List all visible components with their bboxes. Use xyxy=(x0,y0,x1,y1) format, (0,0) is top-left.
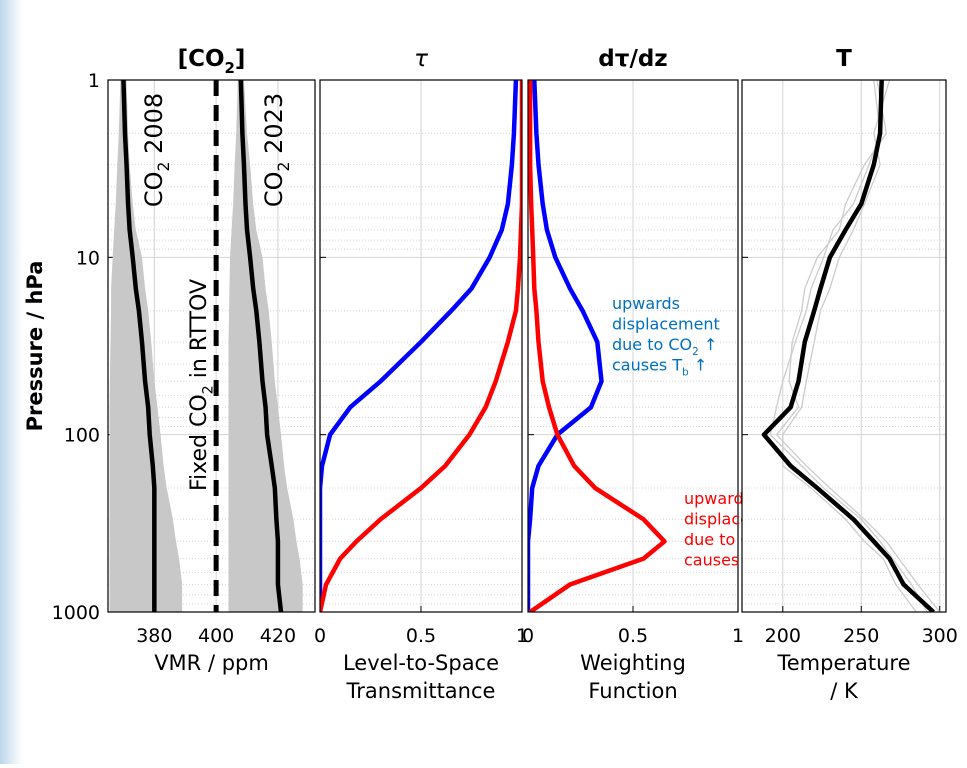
axes-frame xyxy=(319,79,523,613)
x-tick-label: 200 xyxy=(765,625,801,647)
x-axis-label: Level-to-Space xyxy=(343,651,499,675)
x-tick-label: 0.5 xyxy=(406,625,436,647)
profile-line xyxy=(782,80,917,612)
y-tick-label: 100 xyxy=(64,425,100,447)
panel-title: dτ/dz xyxy=(598,46,667,72)
annotation: upwards xyxy=(612,294,680,313)
x-axis-label: VMR / ppm xyxy=(154,651,269,675)
panel-title: T xyxy=(836,46,852,72)
annotation: due to CO2 ↑ xyxy=(612,335,717,358)
plot-content xyxy=(761,80,941,612)
profile-line xyxy=(528,80,667,612)
annotation: Fixed CO2 in RTTOV xyxy=(187,279,217,491)
axes-frame xyxy=(741,79,947,613)
text-part: causes T xyxy=(684,551,754,570)
x-tick-label: 0 xyxy=(522,625,534,647)
panel-title: τ xyxy=(414,46,428,72)
x-tick-label: 420 xyxy=(260,625,296,647)
text-part: in RTTOV xyxy=(187,279,212,385)
annotation: causes Tb ↑ xyxy=(612,356,707,379)
subscript: 2 xyxy=(201,385,217,394)
panel-title: [CO2] xyxy=(178,46,246,77)
annotation: CO2 2008 xyxy=(140,93,173,207)
plot-content xyxy=(528,80,667,612)
profile-line xyxy=(238,80,284,612)
y-tick-label: 1000 xyxy=(52,602,100,624)
x-tick-label: 1 xyxy=(732,625,744,647)
profile-line xyxy=(121,80,157,612)
x-axis-label: / K xyxy=(830,679,859,703)
y-tick-label: 10 xyxy=(76,247,100,269)
x-tick-label: 1 xyxy=(516,625,528,647)
text-part: CO xyxy=(140,171,168,207)
axes-frame xyxy=(107,79,316,613)
text-part: CO xyxy=(260,171,288,207)
plot-area xyxy=(742,80,946,612)
x-axis-label: Function xyxy=(588,679,677,703)
subscript: 2 xyxy=(155,162,173,172)
text-part: ↑ xyxy=(689,356,708,375)
text-part: ↑ xyxy=(699,335,718,354)
text-part: Fixed CO xyxy=(187,394,212,491)
text-part: ] xyxy=(235,46,246,72)
x-axis-label: Weighting xyxy=(580,651,686,675)
x-tick-label: 0.5 xyxy=(618,625,648,647)
text-part: [CO xyxy=(178,46,225,72)
x-tick-label: 250 xyxy=(843,625,879,647)
annotation: CO2 2023 xyxy=(260,93,293,207)
x-axis-label: Transmittance xyxy=(346,679,496,703)
x-axis-label: Temperature xyxy=(776,651,910,675)
subscript: 2 xyxy=(275,162,293,172)
annotation: displacement xyxy=(612,315,720,334)
text-part: causes T xyxy=(612,356,682,375)
text-part: due to CO xyxy=(612,335,692,354)
profile-line xyxy=(528,80,604,612)
profile-line xyxy=(320,80,522,612)
text-part: 2023 xyxy=(260,93,288,162)
text-part: 2008 xyxy=(140,93,168,162)
x-tick-label: 400 xyxy=(198,625,234,647)
background-strip xyxy=(0,0,22,764)
x-tick-label: 0 xyxy=(314,625,326,647)
profile-line xyxy=(769,80,928,612)
plot-content xyxy=(320,80,522,612)
subscript: b xyxy=(682,366,689,378)
plot-content xyxy=(109,80,303,612)
subscript: 2 xyxy=(692,346,699,358)
axes-frame xyxy=(527,79,739,613)
y-tick-label: 1 xyxy=(88,70,100,92)
x-tick-label: 300 xyxy=(922,625,958,647)
x-tick-label: 380 xyxy=(136,625,172,647)
y-axis-label: Pressure / hPa xyxy=(23,261,47,432)
profile-line xyxy=(320,80,519,612)
annotation: upwards xyxy=(684,489,752,508)
subscript: 2 xyxy=(225,59,235,77)
profile-line xyxy=(775,80,941,612)
profile-line xyxy=(761,80,935,612)
